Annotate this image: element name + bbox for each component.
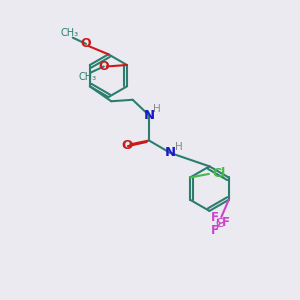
Text: O: O (81, 38, 92, 50)
Text: F: F (212, 211, 219, 224)
Text: O: O (98, 60, 109, 73)
Text: Cl: Cl (212, 167, 226, 179)
Text: H: H (176, 142, 183, 152)
Text: C: C (216, 217, 224, 230)
Text: H: H (154, 104, 161, 114)
Text: N: N (165, 146, 176, 160)
Text: CH₃: CH₃ (78, 72, 97, 82)
Text: O: O (121, 139, 132, 152)
Text: F: F (212, 224, 219, 238)
Text: F: F (222, 216, 230, 229)
Text: N: N (143, 109, 155, 122)
Text: CH₃: CH₃ (61, 28, 79, 38)
